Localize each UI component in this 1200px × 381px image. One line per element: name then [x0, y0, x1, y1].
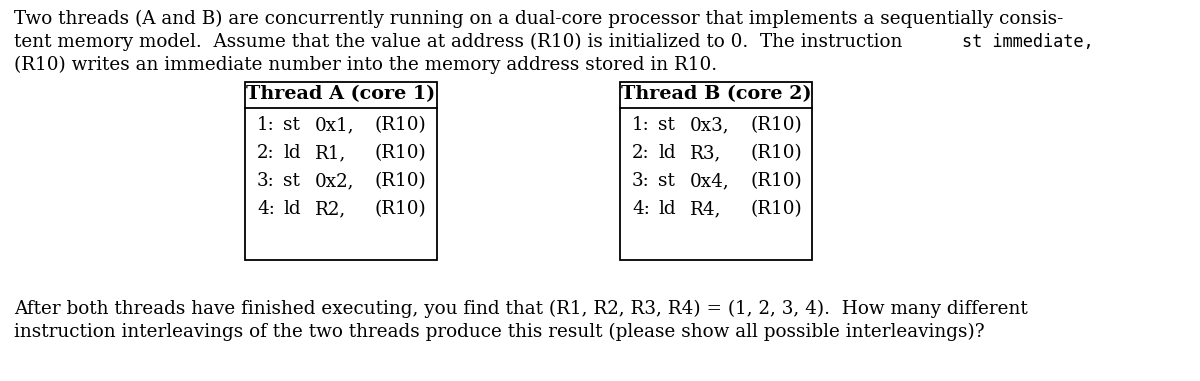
- Text: (R10): (R10): [750, 116, 802, 134]
- Text: instruction interleavings of the two threads produce this result (please show al: instruction interleavings of the two thr…: [14, 323, 985, 341]
- Text: Thread B (core 2): Thread B (core 2): [620, 85, 811, 103]
- Text: R2,: R2,: [314, 200, 347, 218]
- Text: 4:: 4:: [257, 200, 275, 218]
- Text: R4,: R4,: [690, 200, 721, 218]
- Text: (R10) writes an immediate number into the memory address stored in R10.: (R10) writes an immediate number into th…: [14, 56, 718, 74]
- Text: (R10): (R10): [374, 116, 427, 134]
- Text: st: st: [658, 172, 674, 190]
- Text: 1:: 1:: [632, 116, 649, 134]
- Text: 0x3,: 0x3,: [690, 116, 730, 134]
- Text: ld: ld: [283, 144, 301, 162]
- Text: After both threads have finished executing, you find that (R1, R2, R3, R4) = (1,: After both threads have finished executi…: [14, 300, 1027, 318]
- Text: st: st: [658, 116, 674, 134]
- Text: (R10): (R10): [750, 144, 802, 162]
- Text: (R10): (R10): [374, 172, 427, 190]
- Text: ld: ld: [283, 200, 301, 218]
- Text: (R10): (R10): [374, 144, 427, 162]
- Text: 2:: 2:: [632, 144, 649, 162]
- Text: st: st: [283, 116, 300, 134]
- Text: 3:: 3:: [257, 172, 275, 190]
- Text: Thread A (core 1): Thread A (core 1): [246, 85, 436, 103]
- Text: ld: ld: [658, 144, 676, 162]
- Text: 0x4,: 0x4,: [690, 172, 730, 190]
- Text: (R10): (R10): [374, 200, 427, 218]
- Text: R1,: R1,: [314, 144, 347, 162]
- Text: R3,: R3,: [690, 144, 721, 162]
- Text: (R10): (R10): [750, 172, 802, 190]
- Text: ld: ld: [658, 200, 676, 218]
- Text: Two threads (A and B) are concurrently running on a dual-core processor that imp: Two threads (A and B) are concurrently r…: [14, 10, 1063, 28]
- Text: 1:: 1:: [257, 116, 275, 134]
- Text: 0x2,: 0x2,: [314, 172, 354, 190]
- Text: 4:: 4:: [632, 200, 650, 218]
- Bar: [245, 82, 437, 260]
- Text: 0x1,: 0x1,: [314, 116, 355, 134]
- Text: 2:: 2:: [257, 144, 275, 162]
- Text: st immediate,: st immediate,: [962, 33, 1093, 51]
- Text: 3:: 3:: [632, 172, 649, 190]
- Text: st: st: [283, 172, 300, 190]
- Text: tent memory model.  Assume that the value at address (R10) is initialized to 0. : tent memory model. Assume that the value…: [14, 33, 908, 51]
- Bar: [620, 82, 812, 260]
- Text: (R10): (R10): [750, 200, 802, 218]
